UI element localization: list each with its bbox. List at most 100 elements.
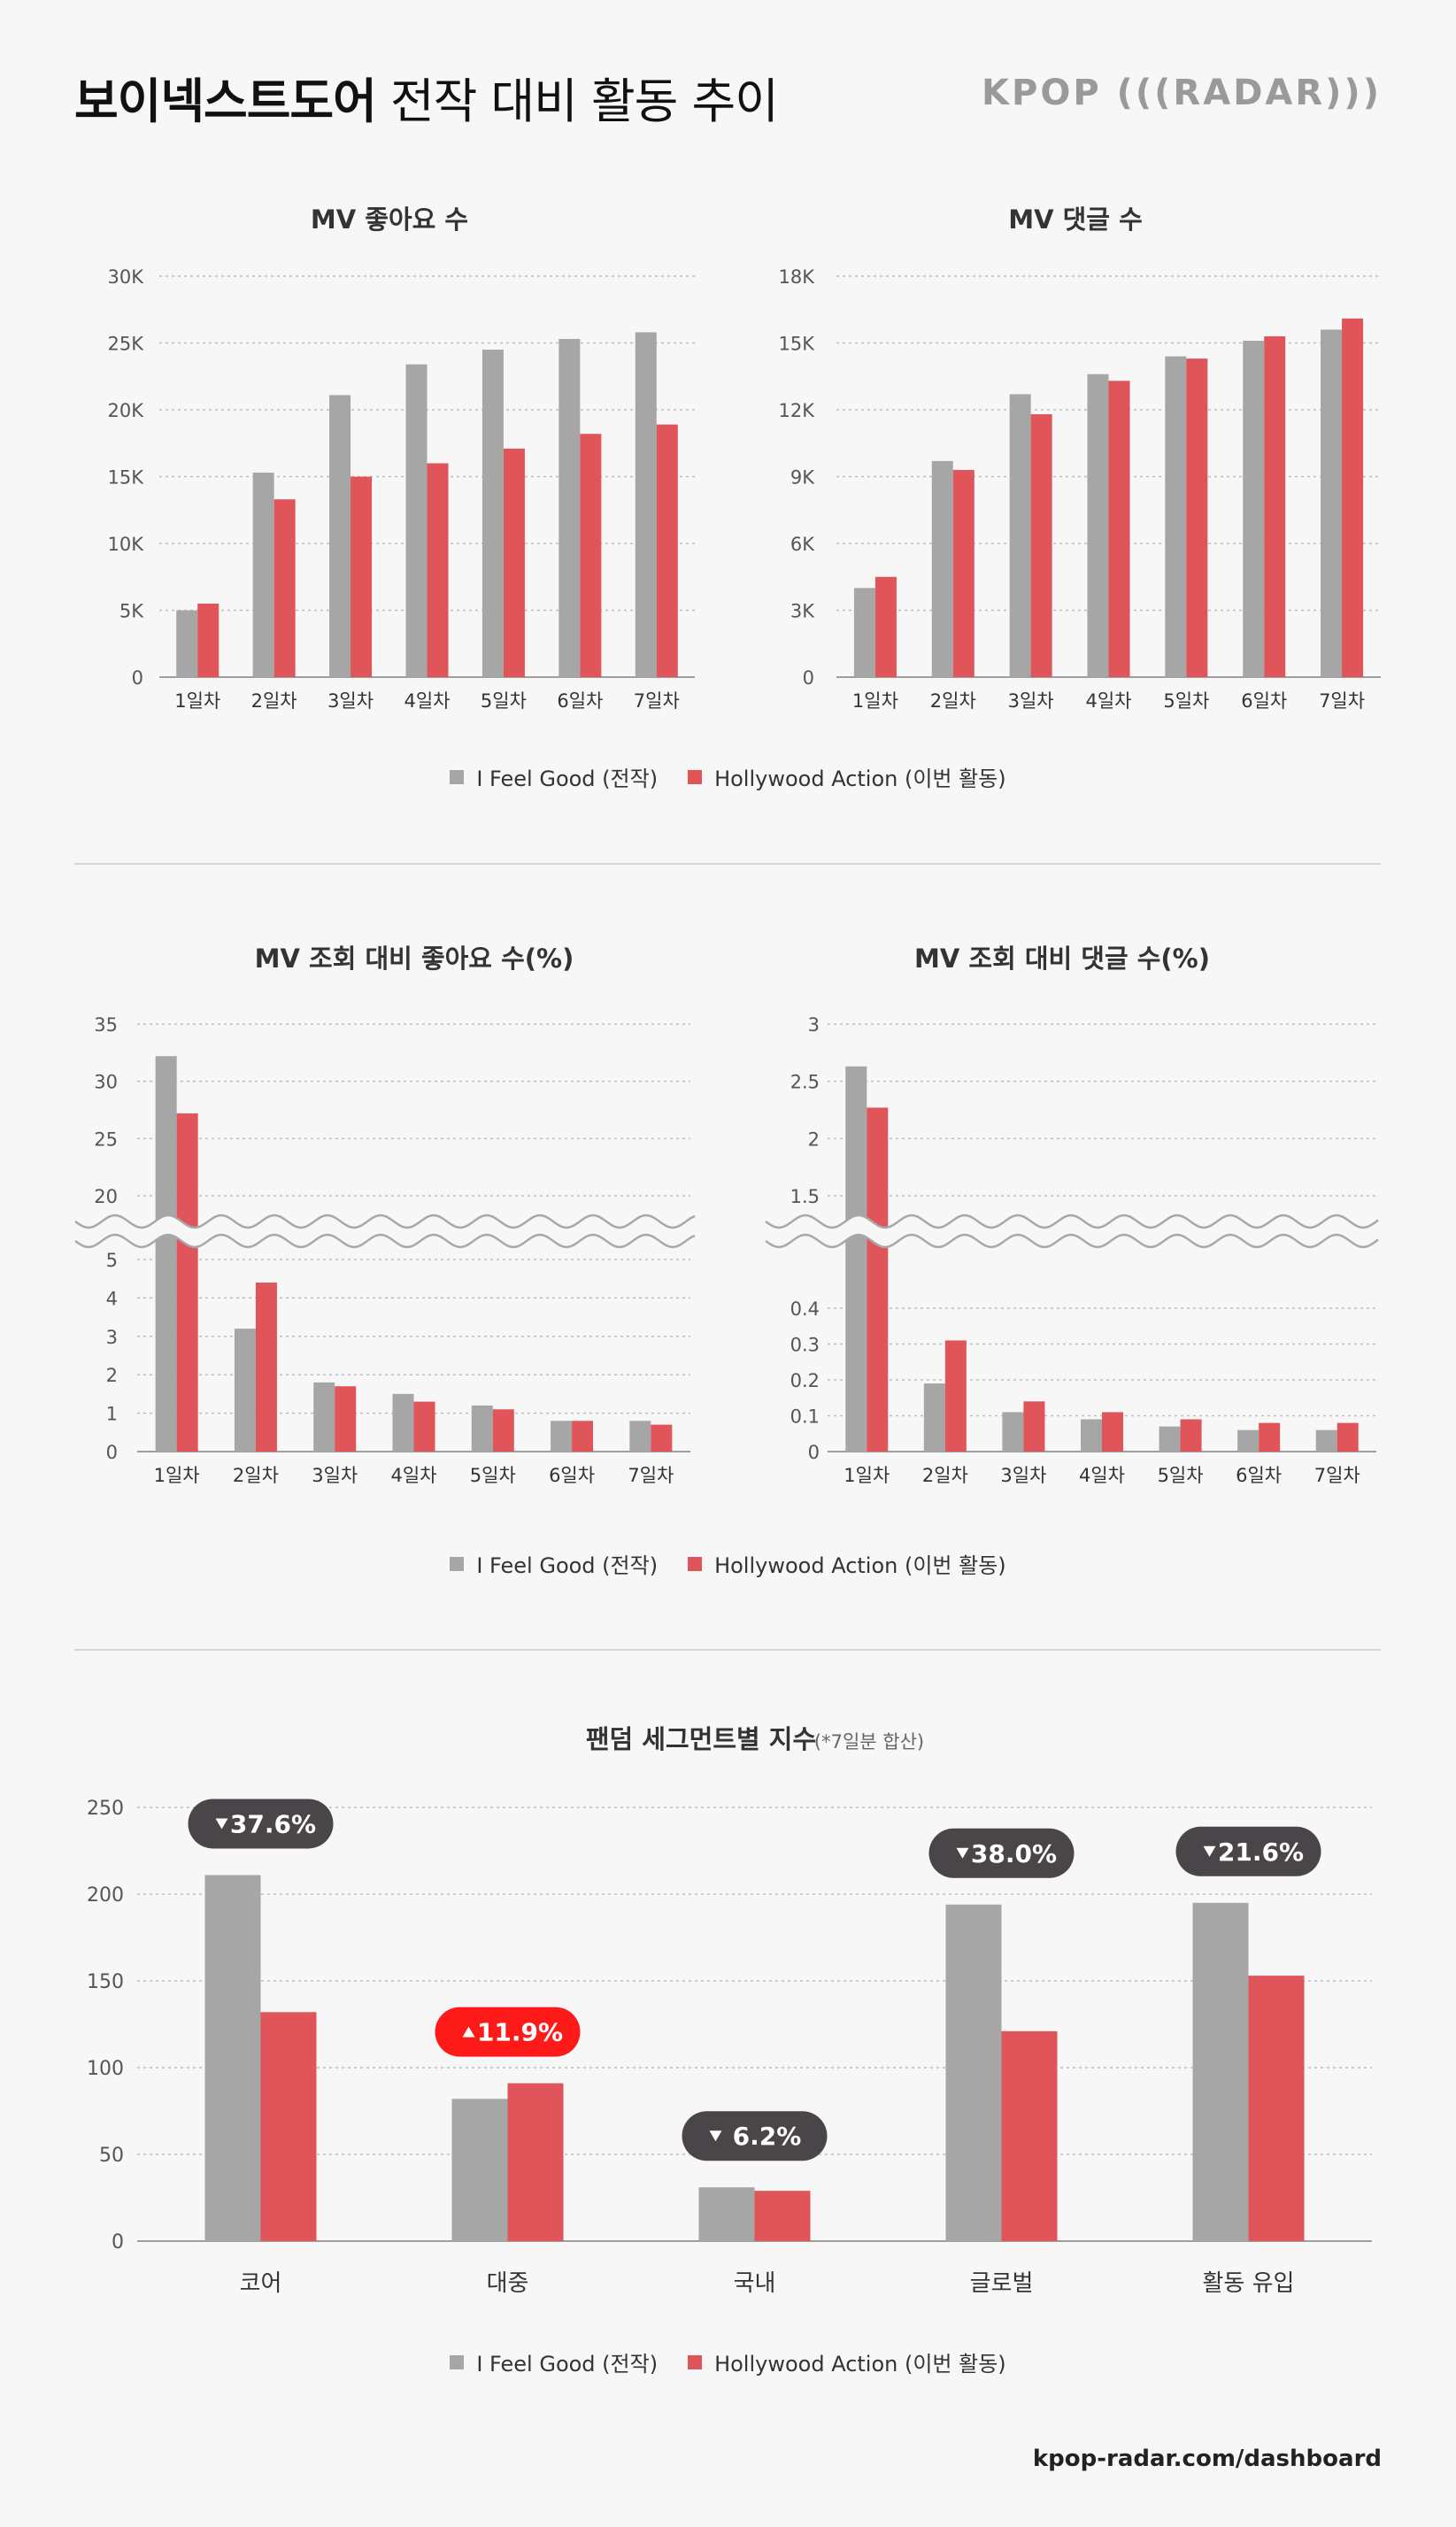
page-title: 보이넥스트도어 전작 대비 활동 추이	[74, 62, 779, 132]
bar-prev	[252, 472, 274, 677]
x-tick-label: 대중	[487, 2270, 529, 2297]
y-tick-label: 30K	[108, 266, 145, 288]
bar-prev	[451, 2099, 508, 2241]
bar-curr	[874, 576, 897, 677]
y-tick-label: 25	[94, 1129, 118, 1150]
chart-title-0: MV 좋아요 수	[311, 204, 468, 235]
bar-prev	[481, 350, 504, 677]
y-tick-label: 150	[87, 1971, 124, 1993]
bar-curr	[335, 1386, 357, 1452]
bar-curr	[413, 1401, 435, 1452]
triangle-down-icon	[709, 2130, 722, 2142]
bar-prev	[313, 1382, 335, 1452]
bar-curr	[952, 469, 975, 677]
bar-prev	[1321, 329, 1343, 677]
legend-row-3: I Feel Good (전작) Hollywood Action (이번 활동…	[0, 2346, 1456, 2377]
bar-curr	[1186, 358, 1208, 677]
x-tick-label: 5일차	[1158, 1465, 1204, 1486]
axis-break-band	[75, 1215, 695, 1247]
legend-item-curr: Hollywood Action (이번 활동)	[688, 2346, 1006, 2377]
legend-label-prev: I Feel Good (전작)	[476, 767, 659, 791]
x-tick-label: 3일차	[312, 1465, 358, 1486]
bar-prev	[1315, 1429, 1337, 1452]
y-tick-label: 50	[99, 2145, 124, 2167]
y-tick-label: 100	[87, 2058, 124, 2080]
x-tick-label: 2일차	[251, 690, 297, 712]
y-tick-label: 0.3	[790, 1335, 820, 1356]
y-tick-label: 9K	[790, 467, 815, 489]
bar-prev	[204, 1875, 261, 2241]
bar-prev	[1087, 374, 1109, 677]
y-tick-label: 12K	[779, 400, 816, 421]
x-tick-label: 5일차	[481, 690, 527, 712]
bar-curr	[503, 448, 525, 677]
bar-prev	[234, 1329, 256, 1452]
legend-swatch-curr	[688, 2354, 703, 2369]
bar-prev	[329, 395, 351, 677]
x-tick-label: 4일차	[404, 690, 450, 712]
change-badge-text: 6.2%	[733, 2122, 802, 2151]
chart-title-note: (*7일분 합산)	[814, 1731, 924, 1753]
bar-prev	[853, 588, 875, 677]
change-badge-down	[682, 2111, 828, 2161]
bar-prev	[845, 1066, 867, 1452]
axis-break-band	[766, 1215, 1378, 1247]
chart-title-2: MV 조회 대비 좋아요 수(%)	[255, 944, 574, 974]
bar-prev	[698, 2187, 755, 2241]
y-tick-label: 0	[132, 667, 143, 689]
bar-curr	[651, 1424, 673, 1452]
y-tick-label: 0	[803, 667, 814, 689]
bar-curr	[580, 434, 602, 677]
bar-prev	[392, 1393, 414, 1452]
x-tick-label: 1일차	[844, 1465, 890, 1486]
bar-curr	[754, 2191, 811, 2241]
y-tick-label: 35	[94, 1014, 118, 1036]
bar-prev	[1192, 1902, 1249, 2241]
bar-curr	[944, 1340, 967, 1452]
change-badge-down	[1175, 1826, 1321, 1876]
triangle-down-icon	[215, 1818, 228, 1830]
legend-item-prev: I Feel Good (전작)	[450, 1548, 658, 1579]
triangle-up-icon	[462, 2026, 475, 2038]
bar-curr	[1180, 1419, 1202, 1452]
y-tick-label: 5K	[119, 601, 144, 622]
kpop-radar-logo: KPOP (((RADAR)))	[982, 73, 1382, 113]
x-tick-label: 3일차	[327, 690, 374, 712]
bar-curr	[867, 1107, 889, 1452]
legend-item-prev: I Feel Good (전작)	[450, 2346, 658, 2377]
x-tick-label: 코어	[240, 2270, 282, 2297]
bar-prev	[945, 1904, 1002, 2241]
x-tick-label: 7일차	[1314, 1465, 1360, 1486]
x-tick-label: 1일차	[174, 690, 220, 712]
bar-prev	[1159, 1426, 1181, 1452]
bar-prev	[923, 1383, 945, 1452]
y-tick-label: 3K	[790, 601, 815, 622]
change-badge-down	[188, 1799, 334, 1849]
y-tick-label: 0	[112, 2231, 124, 2253]
bar-prev	[559, 338, 581, 677]
legend-label-curr: Hollywood Action (이번 활동)	[714, 1553, 1006, 1578]
y-tick-label: 30	[94, 1072, 118, 1093]
bar-prev	[1165, 356, 1187, 677]
triangle-down-icon	[1203, 1845, 1216, 1857]
y-tick-label: 1	[106, 1404, 118, 1425]
legend-item-prev: I Feel Good (전작)	[450, 761, 658, 792]
bar-curr	[260, 2012, 317, 2241]
bar-curr	[1108, 381, 1130, 677]
title-artist: 보이넥스트도어	[74, 73, 377, 129]
legend-item-curr: Hollywood Action (이번 활동)	[688, 1548, 1006, 1579]
bar-prev	[551, 1421, 573, 1452]
bar-curr	[255, 1283, 277, 1452]
y-tick-label: 0	[106, 1442, 118, 1463]
bar-prev	[1002, 1412, 1024, 1452]
legend-row-1: I Feel Good (전작) Hollywood Action (이번 활동…	[0, 761, 1456, 792]
bar-curr	[1102, 1412, 1123, 1452]
bar-prev	[405, 364, 428, 677]
change-badge-text: 11.9%	[477, 2018, 563, 2047]
x-tick-label: 4일차	[1085, 690, 1131, 712]
x-tick-label: 7일차	[634, 690, 680, 712]
bar-prev	[155, 1056, 177, 1452]
bar-curr	[656, 424, 678, 677]
x-tick-label: 글로벌	[970, 2270, 1034, 2297]
